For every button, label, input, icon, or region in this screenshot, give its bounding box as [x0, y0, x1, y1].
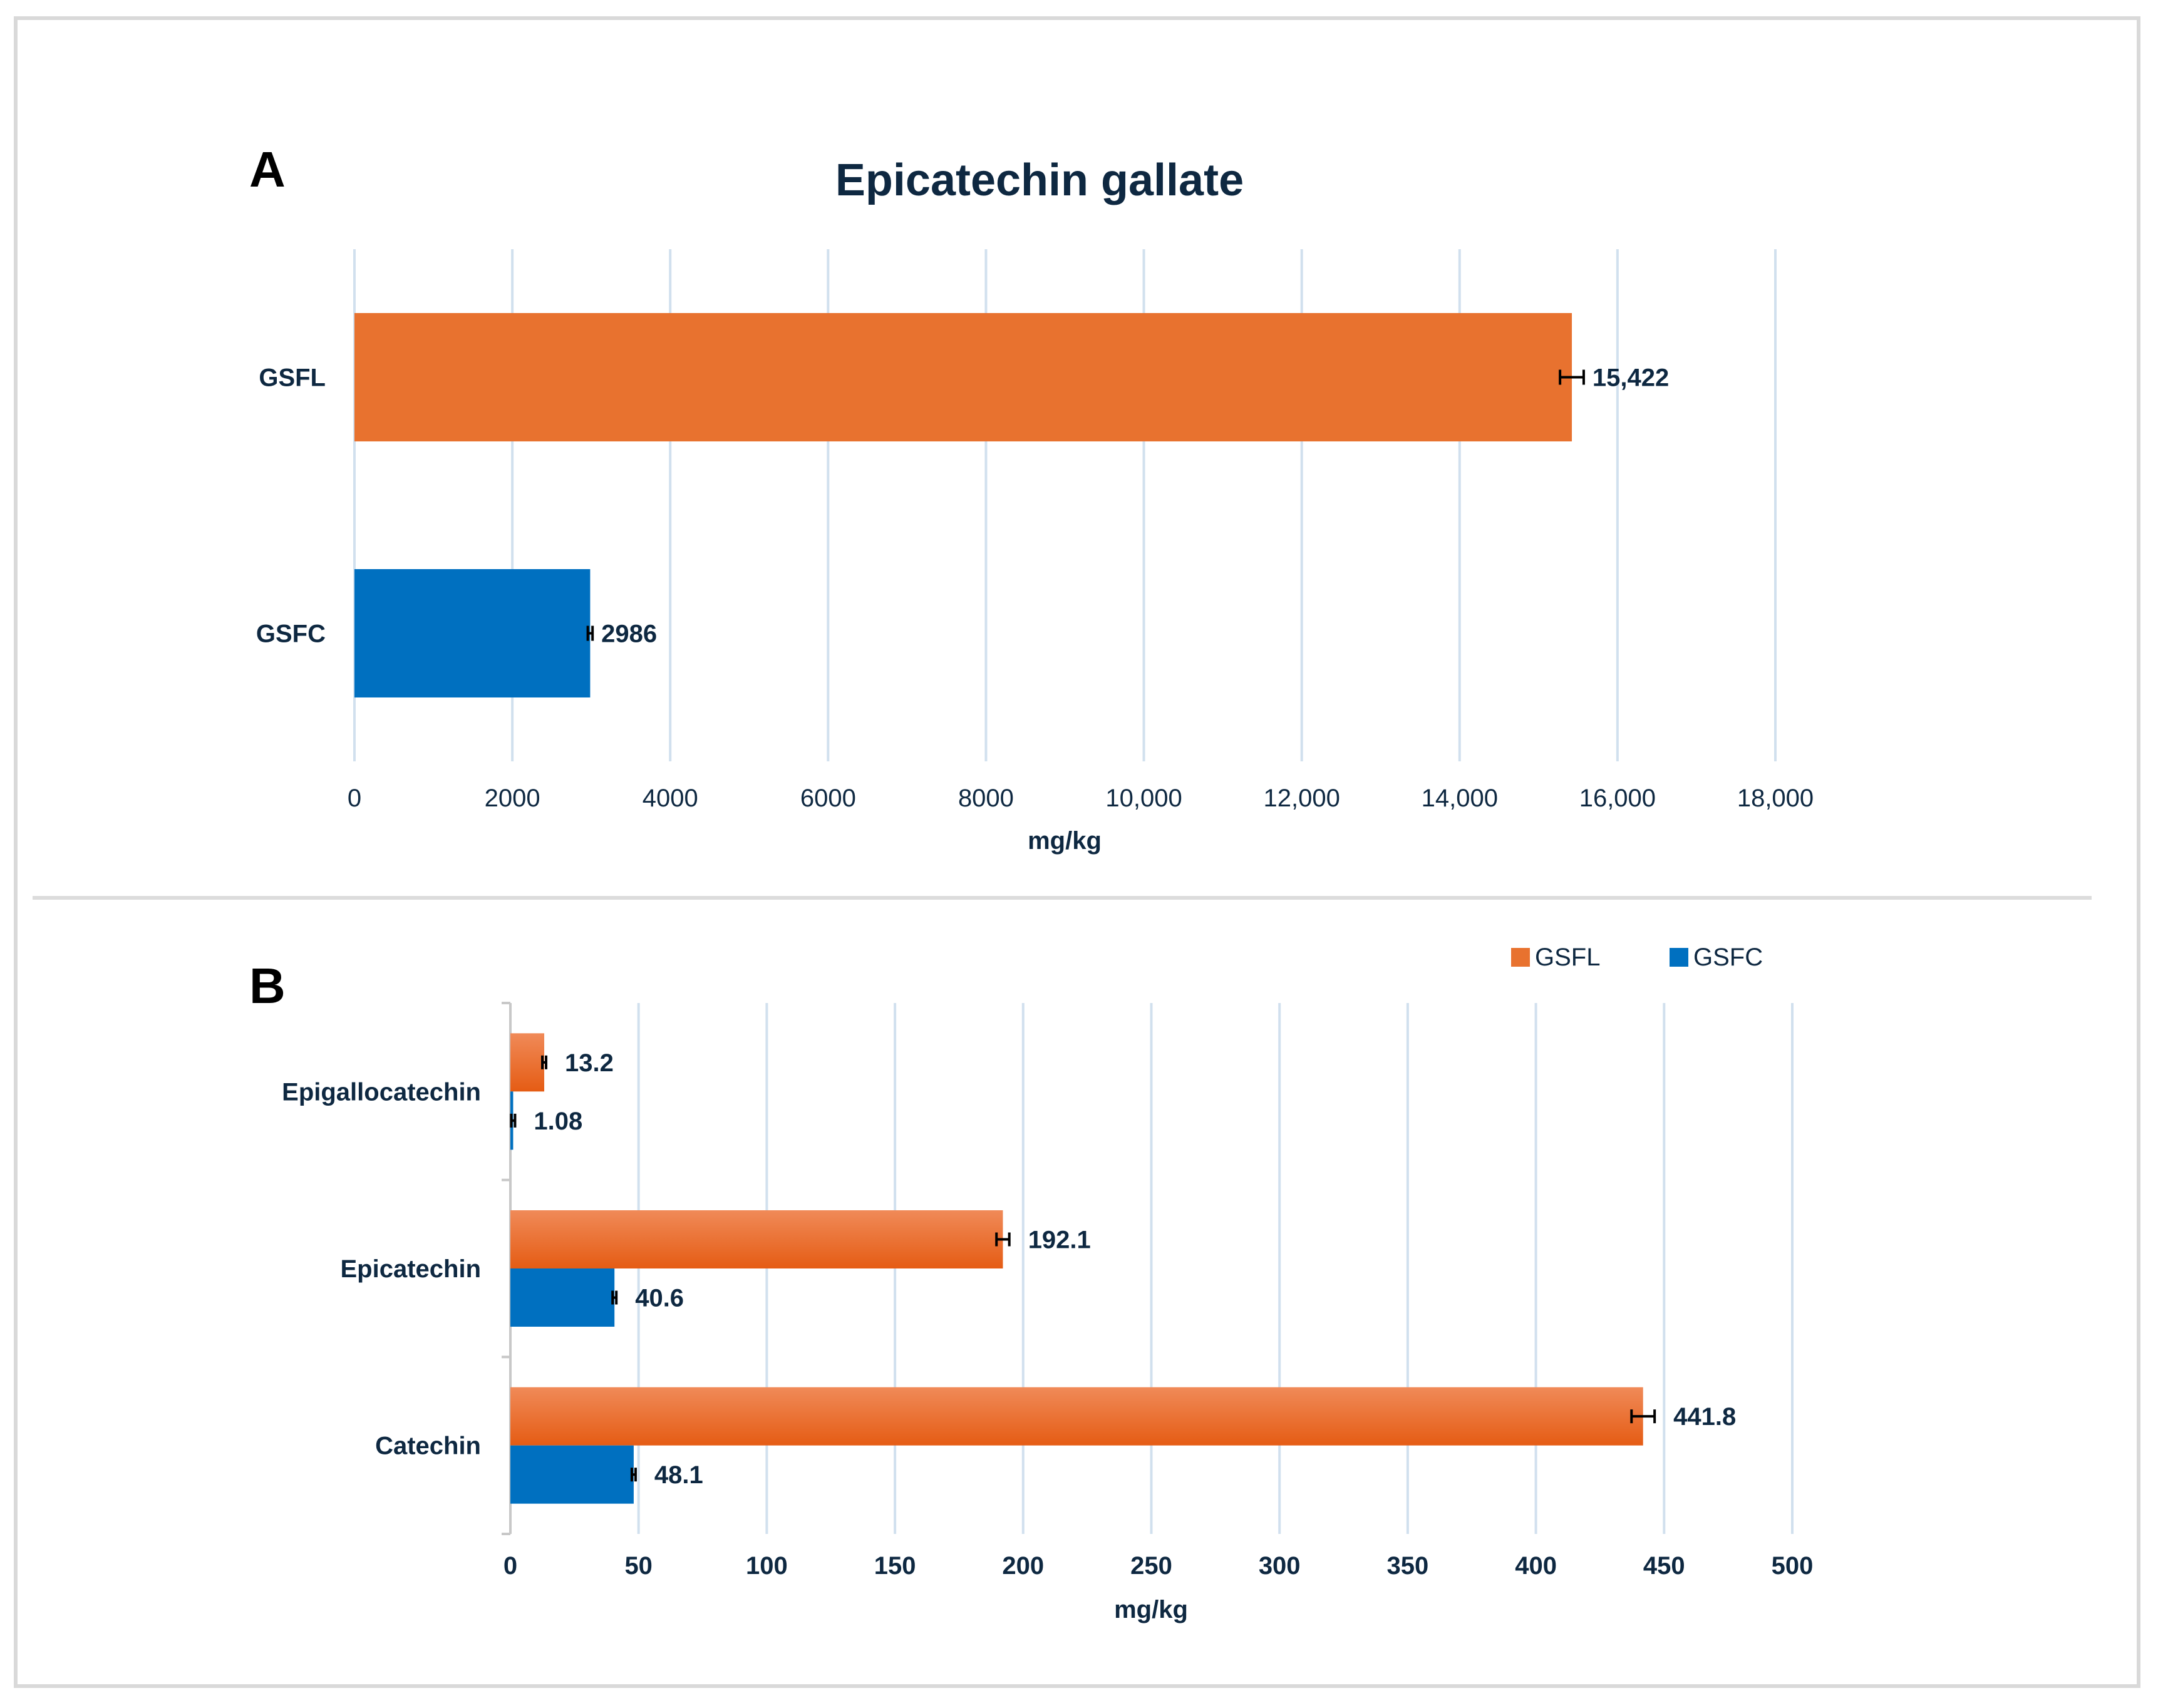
tick-label-a-8000: 8000 — [958, 785, 1014, 812]
chart-a-error-bars — [586, 369, 1585, 641]
chart-b-error-bars — [510, 1055, 1656, 1482]
tick-label-b-300: 300 — [1259, 1552, 1301, 1580]
chart-b-bars — [510, 1033, 1643, 1504]
legend-swatch-gsfl — [1511, 948, 1530, 967]
chart-a-bars — [354, 313, 1572, 697]
tick-label-a-16000: 16,000 — [1579, 785, 1656, 812]
tick-label-b-50: 50 — [624, 1552, 653, 1580]
tick-label-b-450: 450 — [1643, 1552, 1685, 1580]
bar-b-gsfc-epicatechin — [510, 1268, 615, 1327]
chart-b-category-labels: Epigallocatechin Epicatechin Catechin — [282, 1078, 481, 1459]
chart-a-x-axis-label: mg/kg — [1028, 827, 1102, 855]
legend-label-gsfc: GSFC — [1693, 944, 1763, 971]
tick-label-a-12000: 12,000 — [1263, 785, 1340, 812]
data-label-a-gsfl: 15,422 — [1593, 364, 1669, 392]
chart-b-legend: GSFL GSFC — [1511, 944, 1763, 971]
chart-b-data-labels: 13.2 1.08 192.1 40.6 441.8 48.1 — [534, 1049, 1736, 1489]
chart-a-data-labels: 15,422 2986 — [601, 364, 1669, 648]
category-label-b-epicatechin: Epicatechin — [340, 1255, 481, 1283]
legend-swatch-gsfc — [1670, 948, 1688, 967]
data-label-b-gsfc-epigallocatechin: 1.08 — [534, 1108, 582, 1135]
bar-b-gsfl-epigallocatechin — [510, 1033, 545, 1092]
chart-a-tick-labels: 0 2000 4000 6000 8000 10,000 12,000 14,000 16,00… — [348, 785, 1814, 812]
tick-label-b-100: 100 — [746, 1552, 788, 1580]
data-label-b-gsfc-catechin: 48.1 — [654, 1461, 703, 1489]
tick-label-b-150: 150 — [874, 1552, 916, 1580]
panel-a-letter: A — [249, 141, 286, 197]
tick-label-a-4000: 4000 — [643, 785, 698, 812]
tick-label-a-6000: 6000 — [800, 785, 856, 812]
tick-label-b-200: 200 — [1002, 1552, 1044, 1580]
data-label-b-gsfc-epicatechin: 40.6 — [635, 1285, 684, 1312]
bar-a-gsfc — [354, 569, 591, 697]
category-label-b-catechin: Catechin — [375, 1433, 481, 1460]
chart-b-x-axis-label: mg/kg — [1114, 1596, 1188, 1623]
category-label-a-gsfc: GSFC — [256, 620, 326, 648]
data-label-b-gsfl-epicatechin: 192.1 — [1028, 1227, 1091, 1254]
data-label-a-gsfc: 2986 — [601, 620, 657, 648]
data-label-b-gsfl-catechin: 441.8 — [1673, 1403, 1736, 1431]
chart-a-title: Epicatechin gallate — [835, 155, 1244, 205]
tick-label-b-400: 400 — [1515, 1552, 1557, 1580]
tick-label-b-500: 500 — [1772, 1552, 1814, 1580]
tick-label-a-2000: 2000 — [485, 785, 540, 812]
legend-label-gsfl: GSFL — [1535, 944, 1600, 971]
tick-label-a-14000: 14,000 — [1422, 785, 1498, 812]
data-label-b-gsfl-epigallocatechin: 13.2 — [565, 1049, 614, 1077]
category-label-a-gsfl: GSFL — [259, 364, 326, 392]
bar-a-gsfl — [354, 313, 1572, 441]
panel-b-letter: B — [249, 958, 286, 1014]
tick-label-b-250: 250 — [1130, 1552, 1172, 1580]
panel-b: B GSFL GSFC 13.2 1.08 192.1 40.6 441.8 48.1 Ep… — [249, 944, 1813, 1623]
tick-label-a-18000: 18,000 — [1737, 785, 1814, 812]
chart-a-category-labels: GSFL GSFC — [256, 364, 326, 648]
chart-b-tick-labels: 0 50 100 150 200 250 300 350 400 450 500 — [503, 1552, 1814, 1580]
tick-label-a-10000: 10,000 — [1105, 785, 1182, 812]
chart-b-category-axis — [502, 1002, 512, 1535]
bar-b-gsfc-catechin — [510, 1445, 634, 1504]
bar-b-gsfl-epicatechin — [510, 1210, 1003, 1268]
bar-b-gsfl-catechin — [510, 1387, 1643, 1446]
category-label-b-epigallocatechin: Epigallocatechin — [282, 1078, 481, 1106]
tick-label-b-0: 0 — [503, 1552, 517, 1580]
tick-label-b-350: 350 — [1387, 1552, 1429, 1580]
tick-label-a-0: 0 — [348, 785, 361, 812]
